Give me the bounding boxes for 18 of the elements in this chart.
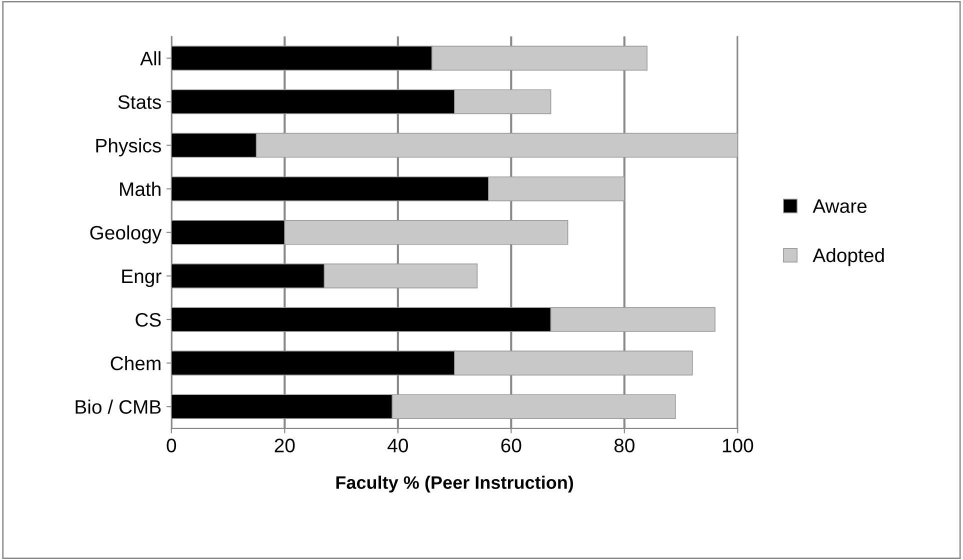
x-tick-label: 80 [614, 438, 634, 452]
y-tick-label: Bio / CMB [76, 400, 161, 414]
y-tick-label: Chem [110, 356, 160, 370]
legend-label: Adopted [812, 248, 884, 266]
legend-label: Aware [812, 199, 867, 213]
x-tick-label: 100 [722, 438, 754, 452]
y-tick-label: All [140, 51, 160, 66]
x-tick-label: 0 [166, 438, 176, 452]
y-tick-label: Stats [118, 95, 161, 109]
x-axis-title: Faculty % (Peer Instruction) [336, 476, 574, 493]
y-tick-label: Physics [96, 138, 161, 156]
x-tick-label: 20 [274, 438, 295, 452]
y-tick-label: CS [136, 312, 161, 327]
y-tick-label: Geology [90, 225, 162, 244]
x-tick-label: 40 [388, 438, 408, 452]
y-tick-label: Math [120, 182, 160, 196]
y-tick-label: Engr [122, 270, 162, 288]
x-tick-label: 60 [501, 438, 522, 452]
